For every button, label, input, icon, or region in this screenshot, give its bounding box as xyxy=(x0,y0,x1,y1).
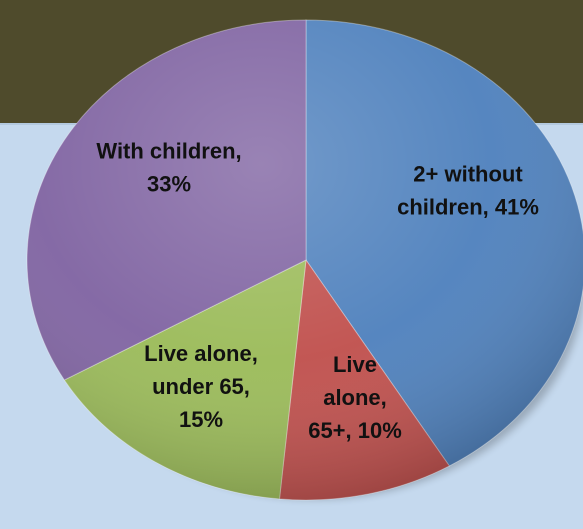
slice-label-line: 2+ without xyxy=(413,162,523,187)
slice-label-line: Live xyxy=(333,352,377,377)
slice-labels: 2+ without children, 41% Live alone, 65+, 10… xyxy=(96,139,539,444)
slice-label-line: 15% xyxy=(179,407,223,432)
slice-label-line: With children, xyxy=(96,139,241,164)
slice-label-line: children, 41% xyxy=(397,195,539,220)
slice-label-with-children: With children, 33% xyxy=(96,139,241,197)
slice-label-line: under 65, xyxy=(152,374,250,399)
slice-label-2-without-children: 2+ without children, 41% xyxy=(397,162,539,220)
slice-label-line: 65+, 10% xyxy=(308,418,402,443)
pie-slices xyxy=(26,19,583,501)
slice-label-line: 33% xyxy=(147,172,191,197)
slice-label-line: alone, xyxy=(323,385,387,410)
slice-label-live-alone-under-65: Live alone, under 65, 15% xyxy=(144,341,258,432)
slice-label-live-alone-65: Live alone, 65+, 10% xyxy=(308,352,402,443)
slice-label-line: Live alone, xyxy=(144,341,258,366)
